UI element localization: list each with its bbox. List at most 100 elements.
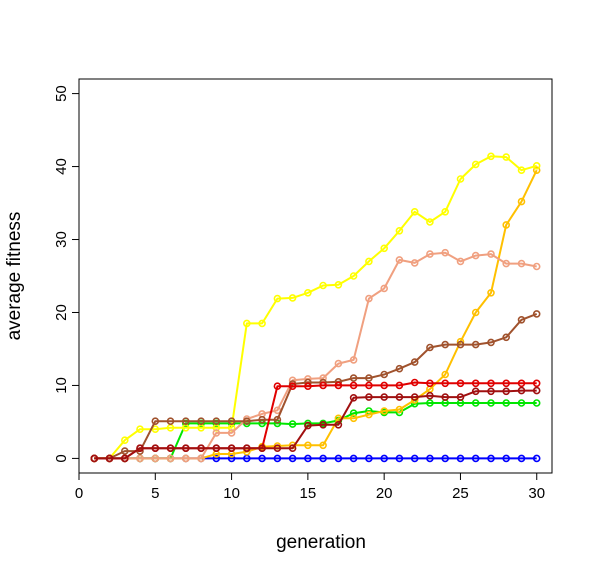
- data-point: [365, 393, 373, 401]
- data-point: [319, 441, 327, 450]
- data-point: [166, 454, 175, 463]
- data-point: [273, 444, 282, 453]
- data-point: [502, 221, 511, 229]
- data-point: [502, 333, 511, 342]
- data-point: [212, 429, 221, 437]
- data-point: [410, 393, 419, 401]
- data-point: [426, 391, 434, 400]
- data-point: [441, 379, 450, 388]
- data-point: [426, 250, 434, 258]
- data-point: [426, 379, 434, 388]
- data-point: [90, 454, 99, 463]
- data-point: [532, 162, 541, 170]
- data-point: [487, 288, 495, 297]
- data-point: [517, 166, 526, 174]
- data-point: [288, 454, 297, 463]
- x-axis-title: generation: [276, 532, 366, 553]
- data-point: [487, 454, 495, 463]
- y-tick-label: 20: [53, 304, 70, 321]
- data-point: [410, 208, 419, 216]
- data-point: [365, 454, 373, 463]
- data-point: [365, 257, 373, 266]
- data-point: [349, 356, 358, 364]
- data-point: [487, 152, 495, 161]
- data-point: [517, 379, 526, 388]
- data-point: [334, 420, 343, 429]
- data-point: [258, 319, 266, 328]
- data-point: [395, 227, 404, 235]
- data-point: [532, 262, 541, 271]
- data-point: [471, 387, 480, 396]
- data-point: [471, 399, 480, 407]
- data-point: [349, 374, 358, 382]
- series-line: [94, 402, 537, 460]
- data-point: [380, 454, 389, 463]
- data-point: [471, 308, 480, 317]
- data-point: [410, 454, 419, 463]
- data-point: [349, 409, 358, 418]
- data-point: [395, 364, 404, 373]
- series-line: [94, 169, 538, 460]
- x-tick-label: 25: [452, 485, 469, 502]
- data-point: [151, 454, 160, 463]
- data-point: [502, 399, 511, 407]
- data-point: [334, 454, 343, 463]
- data-point: [517, 197, 526, 206]
- data-point: [502, 454, 511, 463]
- data-point: [456, 393, 465, 401]
- data-point: [380, 407, 389, 415]
- data-point: [182, 454, 190, 463]
- data-point: [227, 417, 236, 426]
- data-point: [227, 444, 236, 453]
- data-point: [410, 358, 419, 366]
- data-point: [532, 166, 541, 174]
- y-tick-label: 50: [53, 85, 70, 102]
- x-tick-label: 5: [151, 485, 159, 502]
- data-point: [319, 374, 327, 382]
- data-point: [395, 405, 404, 414]
- data-point: [151, 417, 160, 426]
- plot-frame: [78, 78, 553, 474]
- data-point: [182, 417, 190, 426]
- series-line: [94, 389, 537, 460]
- data-point: [365, 374, 373, 382]
- data-point: [426, 218, 434, 226]
- data-point: [121, 454, 129, 463]
- data-point: [471, 251, 480, 260]
- data-point: [532, 379, 541, 388]
- data-point: [212, 444, 221, 453]
- data-point: [349, 454, 358, 463]
- data-point: [334, 280, 343, 289]
- data-point: [273, 294, 282, 303]
- data-point: [121, 447, 129, 455]
- data-point: [182, 444, 190, 453]
- data-point: [288, 444, 297, 453]
- y-axis-title: average fitness: [4, 212, 25, 341]
- data-point: [532, 310, 541, 318]
- data-point: [349, 414, 358, 423]
- y-tick-label: 0: [53, 454, 70, 462]
- data-point: [365, 381, 373, 390]
- x-tick-label: 20: [376, 485, 393, 502]
- data-point: [197, 454, 205, 463]
- data-point: [456, 379, 465, 388]
- data-point: [349, 272, 358, 280]
- data-point: [212, 454, 221, 463]
- data-point: [456, 340, 465, 349]
- data-point: [319, 454, 327, 463]
- data-point: [517, 454, 526, 463]
- data-point: [273, 382, 282, 391]
- data-point: [334, 359, 343, 368]
- data-point: [288, 382, 297, 391]
- data-point: [197, 444, 205, 453]
- data-point: [258, 415, 266, 424]
- data-point: [456, 257, 465, 266]
- x-tick-label: 10: [223, 485, 240, 502]
- data-point: [487, 379, 495, 388]
- series-5: [90, 248, 541, 463]
- data-point: [151, 444, 160, 453]
- y-tick-label: 40: [53, 158, 70, 175]
- data-point: [304, 288, 312, 297]
